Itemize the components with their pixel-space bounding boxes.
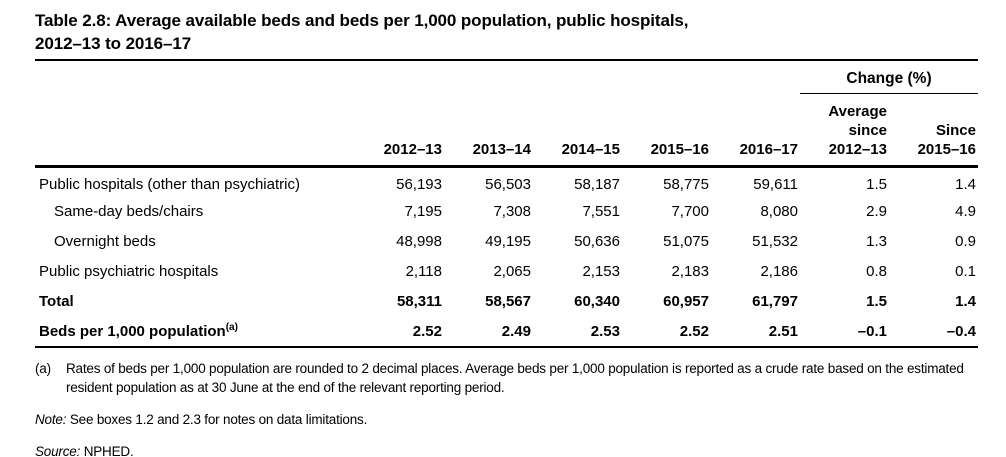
cell-value: 49,195 bbox=[485, 233, 531, 250]
row-label: Overnight beds bbox=[54, 233, 156, 250]
table-title-line1: Table 2.8: Average available beds and be… bbox=[35, 11, 689, 30]
note-label: Note: bbox=[35, 411, 67, 427]
column-header-row: 2012–13 2013–14 2014–15 2015–16 2016–17 … bbox=[35, 94, 978, 167]
cell-value: 58,311 bbox=[396, 293, 442, 310]
footnotes: (a) Rates of beds per 1,000 population a… bbox=[35, 359, 995, 457]
cell-value: 0.9 bbox=[955, 233, 976, 250]
table-row-overnight-beds: Overnight beds 48,998 49,195 50,636 51,0… bbox=[35, 227, 978, 257]
cell-value: 2,183 bbox=[671, 263, 709, 280]
column-header-2013-14: 2013–14 bbox=[472, 141, 531, 158]
row-label: Same-day beds/chairs bbox=[54, 203, 204, 220]
cell-value: 7,308 bbox=[493, 203, 531, 220]
cell-value: 0.1 bbox=[955, 263, 976, 280]
footnote-a-marker: (a) bbox=[35, 360, 51, 376]
cell-value: 0.8 bbox=[866, 263, 887, 280]
source-label: Source: bbox=[35, 443, 81, 457]
cell-value: 58,187 bbox=[574, 175, 620, 193]
row-label-header bbox=[35, 94, 355, 167]
cell-value: 2.49 bbox=[501, 322, 531, 340]
group-header-spacer bbox=[35, 61, 800, 94]
column-header-average-since: Average since 2012–13 bbox=[828, 103, 887, 158]
cell-value: 2,065 bbox=[493, 263, 531, 280]
cell-value: 48,998 bbox=[396, 233, 442, 250]
cell-value: 7,195 bbox=[404, 203, 442, 220]
cell-value: 2.52 bbox=[679, 322, 709, 340]
cell-value: 56,503 bbox=[485, 175, 531, 193]
table-row-beds-per-1000: Beds per 1,000 population(a) 2.52 2.49 2… bbox=[35, 317, 978, 347]
cell-value: 56,193 bbox=[396, 175, 442, 193]
cell-value: 1.3 bbox=[866, 233, 887, 250]
footnote-a-reference: (a) bbox=[225, 321, 238, 333]
cell-value: –0.1 bbox=[857, 322, 887, 340]
cell-value: 8,080 bbox=[760, 203, 798, 220]
table-title: Table 2.8: Average available beds and be… bbox=[35, 9, 978, 61]
footnote-a: (a) Rates of beds per 1,000 population a… bbox=[35, 359, 995, 397]
table-body: Public hospitals (other than psychiatric… bbox=[35, 167, 978, 347]
cell-value: 2,153 bbox=[582, 263, 620, 280]
cell-value: 1.4 bbox=[955, 175, 976, 193]
note-text: See boxes 1.2 and 2.3 for notes on data … bbox=[69, 411, 368, 427]
cell-value: 59,611 bbox=[753, 175, 798, 193]
row-label: Total bbox=[39, 293, 74, 310]
footnote-a-text: Rates of beds per 1,000 population are r… bbox=[66, 360, 964, 395]
cell-value: 1.4 bbox=[955, 293, 976, 310]
cell-value: 60,340 bbox=[574, 293, 620, 310]
table-row-total: Total 58,311 58,567 60,340 60,957 61,797… bbox=[35, 287, 978, 317]
table-header: Change (%) 2012–13 2013–14 2014–15 2015–… bbox=[35, 61, 978, 167]
source-line: Source: NPHED. bbox=[35, 442, 995, 457]
cell-value: 61,797 bbox=[752, 293, 798, 310]
table-figure: Table 2.8: Average available beds and be… bbox=[35, 9, 978, 457]
change-group-header: Change (%) bbox=[800, 61, 978, 94]
cell-value: 1.5 bbox=[866, 293, 887, 310]
column-header-2012-13: 2012–13 bbox=[383, 141, 442, 158]
column-header-2014-15: 2014–15 bbox=[561, 141, 620, 158]
column-header-2016-17: 2016–17 bbox=[739, 141, 798, 158]
cell-value: 4.9 bbox=[955, 203, 976, 220]
cell-value: 50,636 bbox=[574, 233, 620, 250]
cell-value: 2.52 bbox=[412, 322, 442, 340]
table-row-same-day-beds: Same-day beds/chairs 7,195 7,308 7,551 7… bbox=[35, 197, 978, 227]
source-text: NPHED. bbox=[83, 443, 134, 457]
cell-value: 2,186 bbox=[760, 263, 798, 280]
beds-data-table: Change (%) 2012–13 2013–14 2014–15 2015–… bbox=[35, 61, 978, 348]
column-header-2015-16: 2015–16 bbox=[650, 141, 709, 158]
cell-value: –0.4 bbox=[946, 322, 976, 340]
cell-value: 60,957 bbox=[663, 293, 709, 310]
cell-value: 2,118 bbox=[405, 263, 442, 280]
cell-value: 51,075 bbox=[663, 233, 709, 250]
cell-value: 1.5 bbox=[866, 175, 887, 193]
group-header-row: Change (%) bbox=[35, 61, 978, 94]
column-header-since: Since 2015–16 bbox=[917, 122, 976, 158]
cell-value: 2.9 bbox=[866, 203, 887, 220]
cell-value: 7,700 bbox=[671, 203, 709, 220]
cell-value: 58,567 bbox=[485, 293, 531, 310]
table-row-psychiatric-hospitals: Public psychiatric hospitals 2,118 2,065… bbox=[35, 257, 978, 287]
cell-value: 58,775 bbox=[663, 175, 709, 193]
cell-value: 2.53 bbox=[590, 322, 620, 340]
cell-value: 51,532 bbox=[752, 233, 798, 250]
row-label: Beds per 1,000 population(a) bbox=[39, 321, 238, 340]
row-label: Public psychiatric hospitals bbox=[39, 263, 219, 280]
cell-value: 7,551 bbox=[582, 203, 620, 220]
row-label: Public hospitals (other than psychiatric… bbox=[39, 175, 300, 193]
cell-value: 2.51 bbox=[768, 322, 798, 340]
note-line: Note: See boxes 1.2 and 2.3 for notes on… bbox=[35, 410, 995, 429]
table-row-public-hospitals: Public hospitals (other than psychiatric… bbox=[35, 167, 978, 197]
table-title-line2: 2012–13 to 2016–17 bbox=[35, 34, 192, 53]
